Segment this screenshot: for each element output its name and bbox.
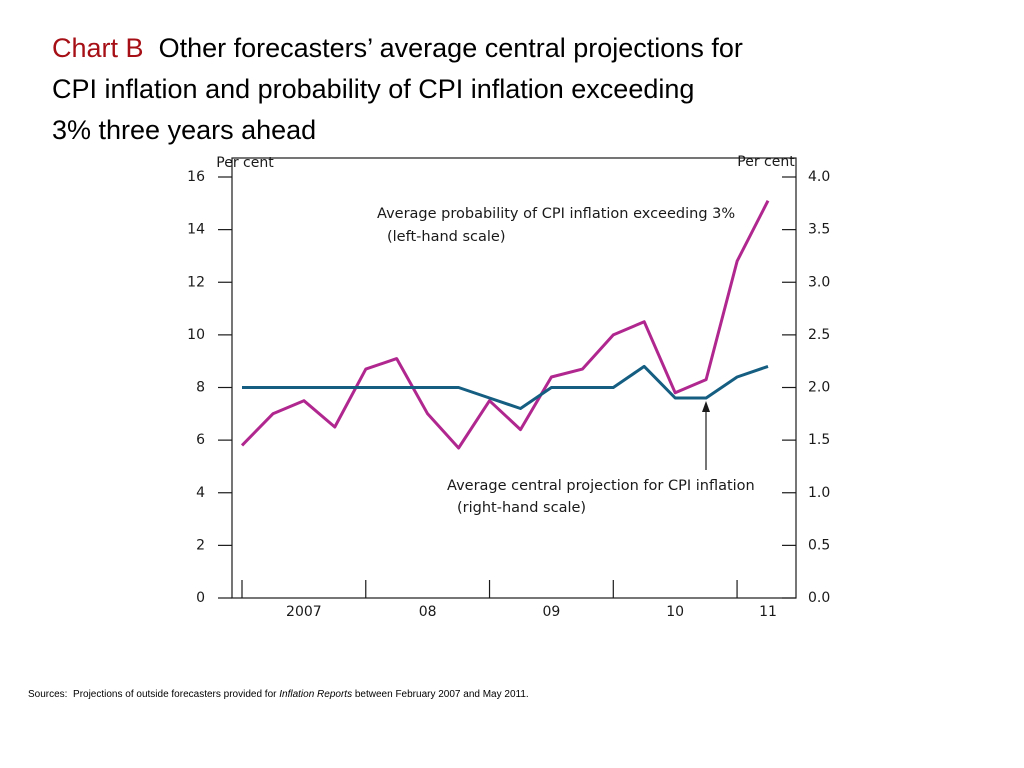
y2-tick-label: 2.5: [808, 327, 830, 343]
y-axis-label: Per cent: [216, 155, 274, 171]
y2-tick-label: 1.0: [808, 485, 830, 501]
y2-tick-label: 3.0: [808, 274, 830, 290]
y2-tick-label: 3.5: [808, 222, 830, 238]
title-line: CPI inflation and probability of CPI inf…: [52, 74, 695, 104]
annotation: (left-hand scale): [387, 229, 505, 245]
x-tick-label: 2007: [286, 604, 322, 620]
source-text: between February 2007 and May 2011.: [352, 689, 529, 700]
y-tick-label: 8: [196, 380, 205, 396]
plot-frame: [231, 157, 797, 599]
title-line: Other forecasters’ average central proje…: [158, 33, 743, 63]
y2-tick-label: 2.0: [808, 380, 830, 396]
annotation: Average central projection for CPI infla…: [447, 478, 755, 494]
annotation: Average probability of CPI inflation exc…: [377, 206, 735, 222]
title-lead: Chart B: [52, 33, 144, 63]
y2-axis-label: Per cent: [737, 154, 795, 170]
annotation: (right-hand scale): [457, 500, 586, 516]
source-text: Sources: Projections of outside forecast…: [28, 689, 280, 700]
y2-tick-label: 4.0: [808, 169, 830, 185]
y-tick-label: 2: [196, 537, 205, 553]
series-line: [240, 200, 770, 450]
y-tick-label: 6: [196, 432, 205, 448]
title-line: 3% three years ahead: [52, 115, 317, 145]
y2-tick-label: 0.0: [808, 590, 830, 606]
source: Sources: Projections of outside forecast…: [28, 689, 529, 700]
y2-tick-label: 1.5: [808, 432, 830, 448]
y-tick-label: 4: [196, 485, 205, 501]
y-tick-label: 16: [187, 169, 205, 185]
x-tick-label: 11: [759, 604, 777, 620]
x-tick-label: 08: [419, 604, 437, 620]
source-italic: Inflation Reports: [279, 689, 353, 700]
title: Chart B Other forecasters’ average centr…: [52, 28, 743, 151]
x-tick-label: 10: [666, 604, 684, 620]
y2-tick-label: 0.5: [808, 537, 830, 553]
y-tick-label: 14: [187, 222, 205, 238]
series-line: [242, 364, 769, 410]
y-tick-label: 12: [187, 274, 205, 290]
arrow-head: [702, 401, 710, 412]
y-tick-label: 0: [196, 590, 205, 606]
x-tick-label: 09: [542, 604, 560, 620]
y-tick-label: 10: [187, 327, 205, 343]
